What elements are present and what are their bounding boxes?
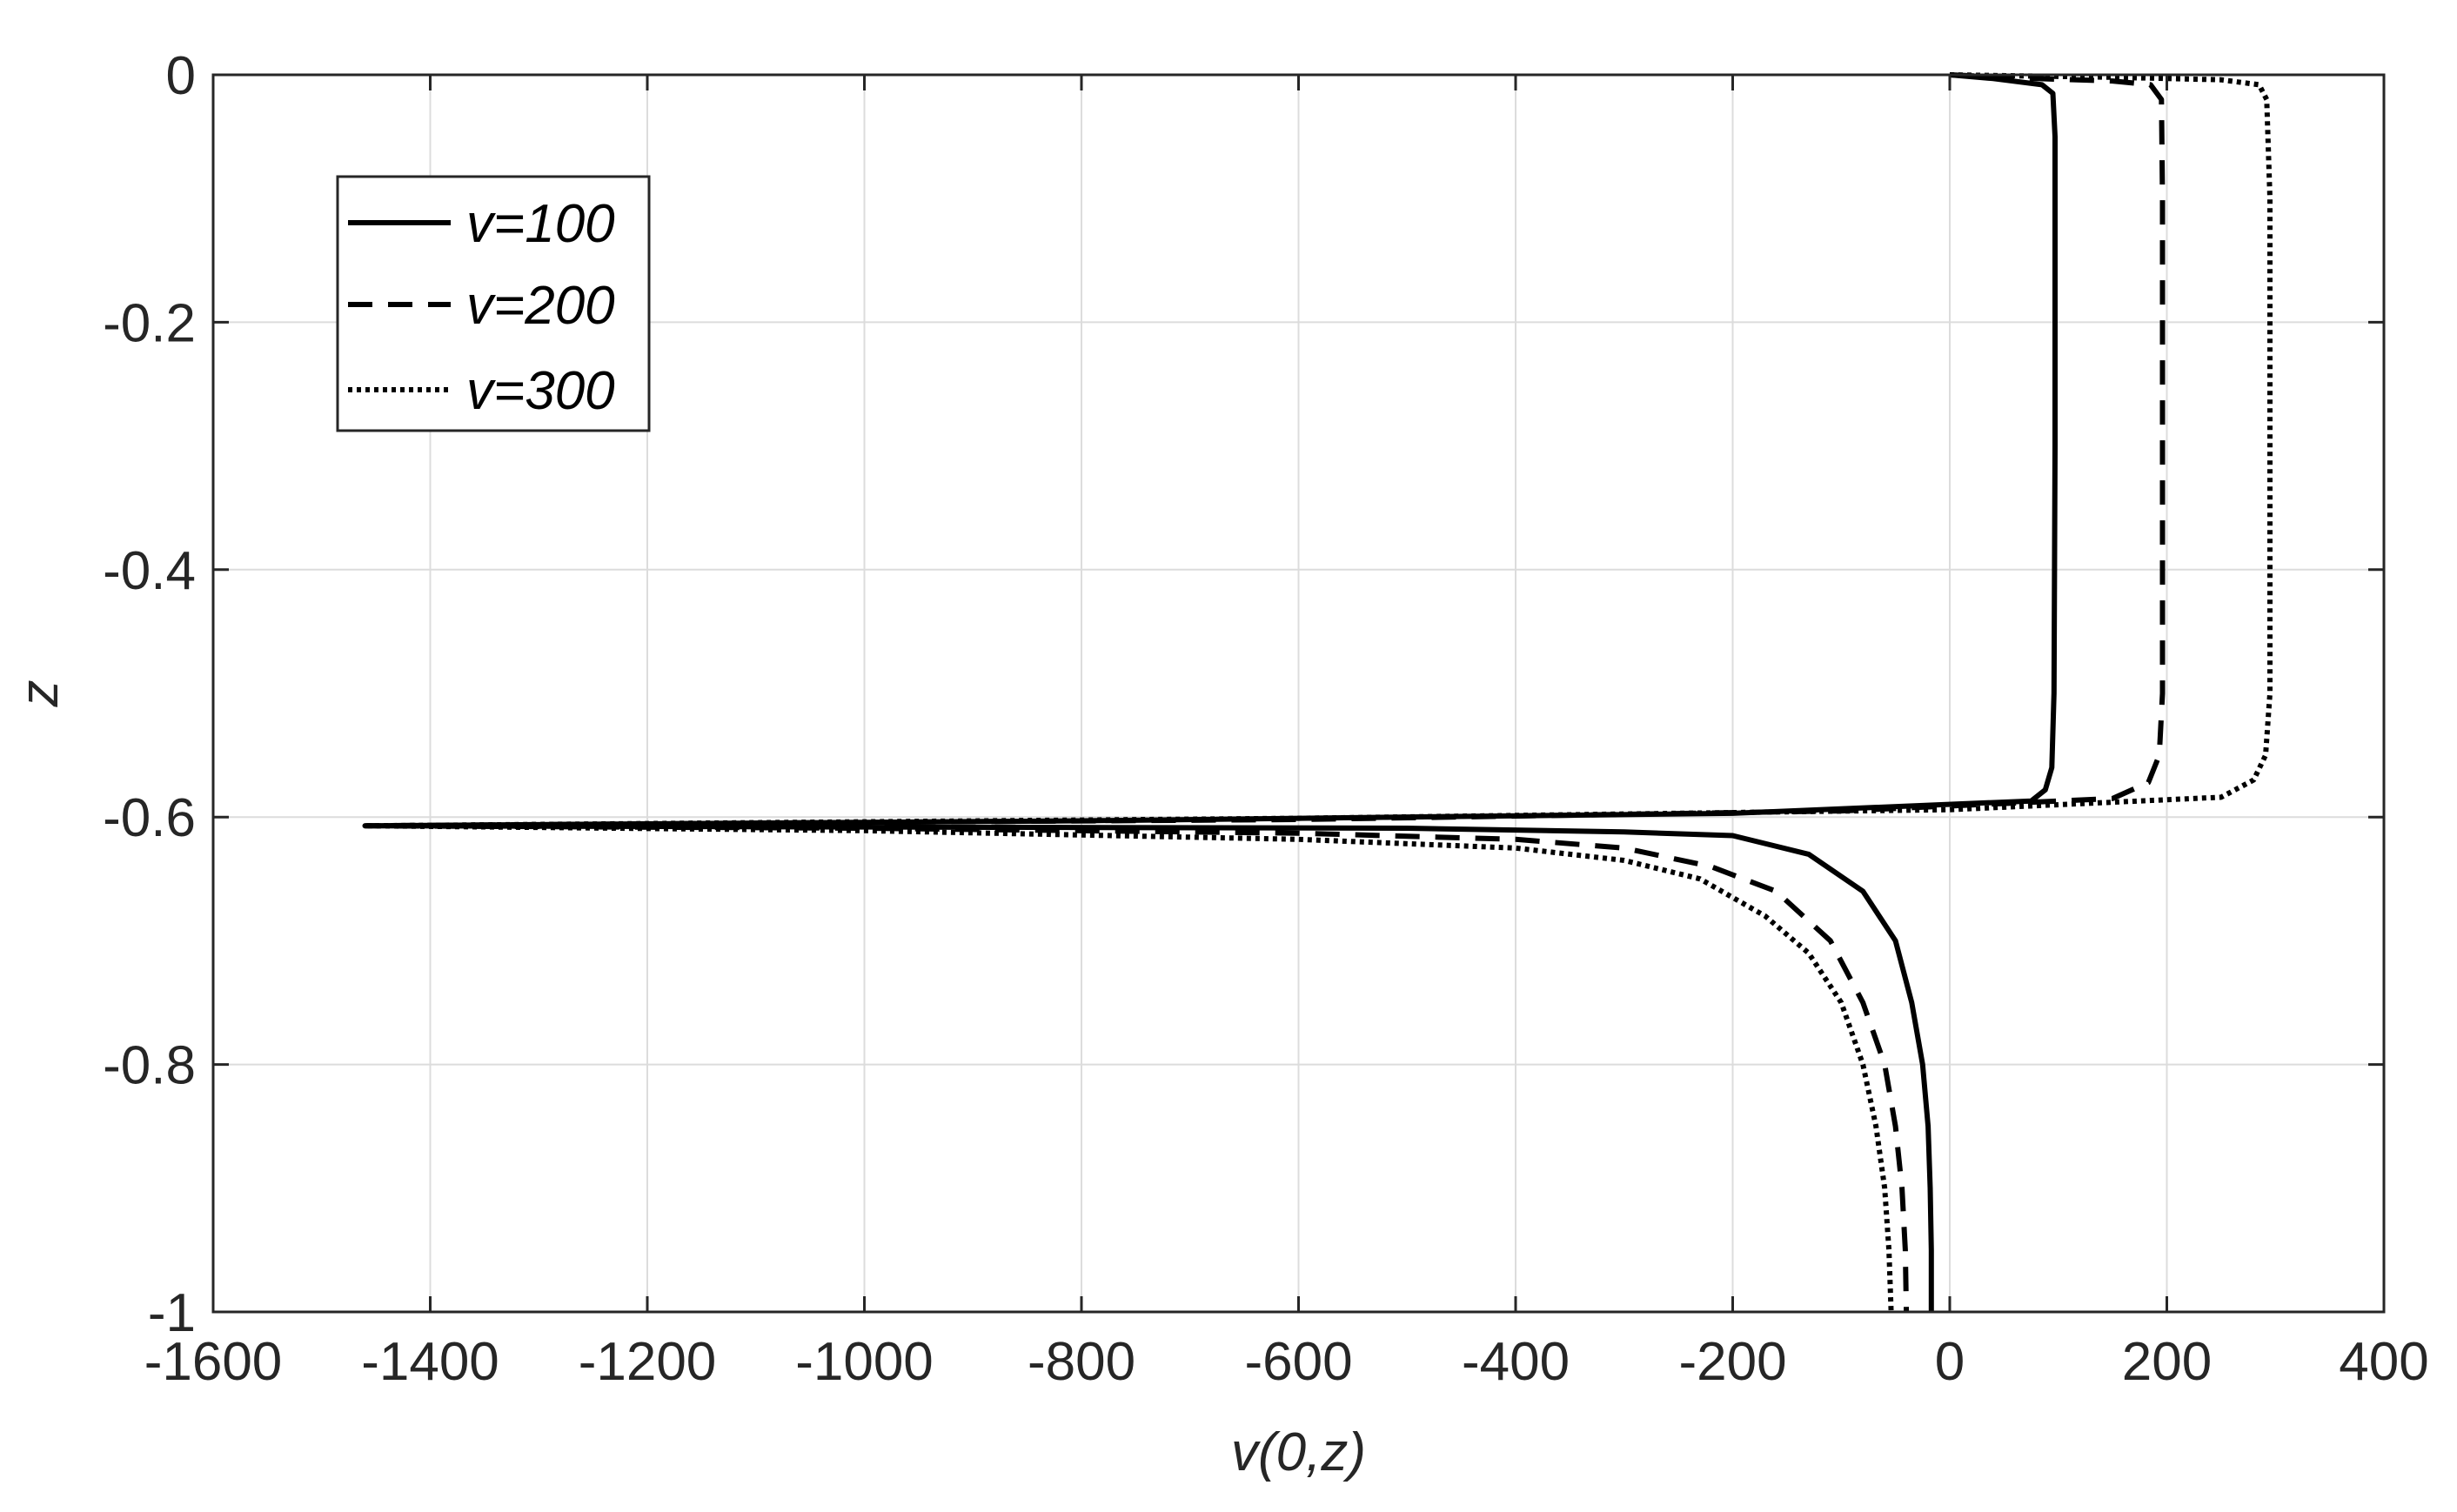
y-axis-label: z xyxy=(10,680,70,708)
y-tick-label: -0.8 xyxy=(103,1036,196,1096)
x-tick-label: -200 xyxy=(1678,1332,1786,1392)
y-tick-labels: 0 -0.2 -0.4 -0.6 -0.8 -1 xyxy=(103,46,196,1343)
y-tick-label: 0 xyxy=(166,46,196,106)
y-tick-label: -0.6 xyxy=(103,788,196,848)
x-tick-label: -1200 xyxy=(579,1332,717,1392)
x-tick-label: 400 xyxy=(2339,1332,2428,1392)
x-tick-label: -1600 xyxy=(144,1332,283,1392)
x-tick-labels: -1600 -1400 -1200 -1000 -800 -600 -400 -200 0 200… xyxy=(144,1332,2429,1392)
legend-label: v=100 xyxy=(466,194,615,254)
x-tick-label: -1000 xyxy=(795,1332,934,1392)
y-tick-label: -0.4 xyxy=(103,541,196,601)
x-tick-label: -800 xyxy=(1028,1332,1135,1392)
axis-ticks xyxy=(211,73,2386,1314)
series-lines xyxy=(362,72,2273,1313)
legend: v=100 v=200 v=300 xyxy=(336,175,651,432)
legend-label: v=200 xyxy=(466,276,615,336)
x-tick-label: -400 xyxy=(1462,1332,1570,1392)
x-tick-label: 200 xyxy=(2122,1332,2212,1392)
x-tick-label: -1400 xyxy=(361,1332,499,1392)
x-tick-label: 0 xyxy=(1935,1332,1965,1392)
series-line-v-300 xyxy=(362,72,2273,1313)
y-tick-label: -1 xyxy=(148,1283,196,1343)
legend-label: v=300 xyxy=(466,361,615,421)
x-tick-label: -600 xyxy=(1244,1332,1352,1392)
y-tick-label: -0.2 xyxy=(103,293,196,353)
x-axis-label: v(0,z) xyxy=(1231,1422,1366,1482)
